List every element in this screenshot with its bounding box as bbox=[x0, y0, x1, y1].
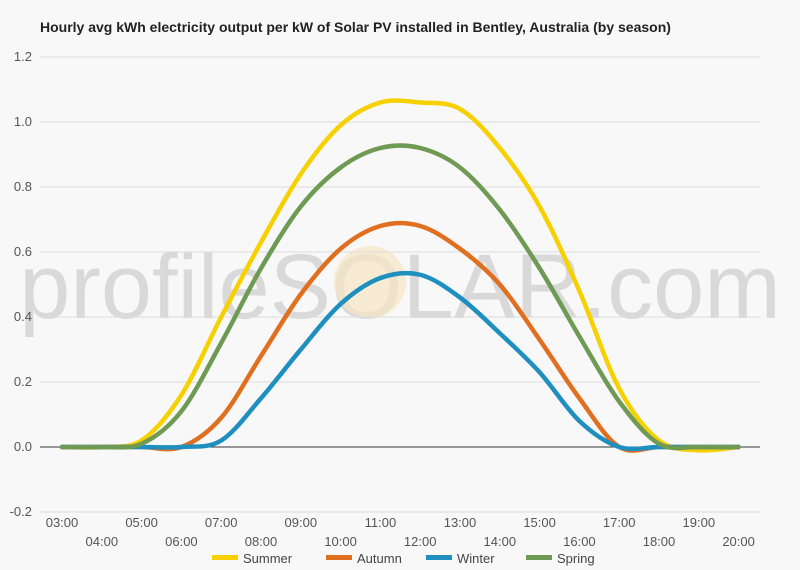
legend-label-autumn: Autumn bbox=[357, 551, 402, 566]
x-tick-label: 12:00 bbox=[404, 534, 437, 549]
x-tick-label: 18:00 bbox=[643, 534, 676, 549]
x-tick-label: 11:00 bbox=[365, 515, 397, 530]
legend-swatch-summer bbox=[212, 555, 238, 560]
chart-title: Hourly avg kWh electricity output per kW… bbox=[40, 19, 671, 35]
x-tick-label: 16:00 bbox=[563, 534, 596, 549]
x-tick-label: 04:00 bbox=[86, 534, 119, 549]
legend-swatch-spring bbox=[526, 555, 552, 560]
x-tick-label: 15:00 bbox=[523, 515, 556, 530]
y-tick-label: 0.2 bbox=[14, 374, 32, 389]
series-line-winter bbox=[59, 270, 741, 452]
legend-label-summer: Summer bbox=[243, 551, 293, 566]
series-line-summer bbox=[59, 98, 741, 453]
legend-swatch-autumn bbox=[326, 555, 352, 560]
x-tick-label: 19:00 bbox=[683, 515, 716, 530]
legend-label-winter: Winter bbox=[457, 551, 495, 566]
y-tick-label: 1.2 bbox=[14, 49, 32, 64]
x-tick-label: 06:00 bbox=[165, 534, 198, 549]
legend-swatch-winter bbox=[426, 555, 452, 560]
y-tick-label: 0.6 bbox=[14, 244, 32, 259]
x-tick-label: 08:00 bbox=[245, 534, 278, 549]
x-tick-label: 03:00 bbox=[46, 515, 79, 530]
x-tick-label: 07:00 bbox=[205, 515, 238, 530]
y-tick-label: 0.0 bbox=[14, 439, 32, 454]
x-tick-label: 20:00 bbox=[722, 534, 755, 549]
x-tick-label: 10:00 bbox=[324, 534, 357, 549]
series-line-spring bbox=[59, 143, 741, 451]
y-tick-label: -0.2 bbox=[10, 504, 32, 519]
x-tick-label: 17:00 bbox=[603, 515, 636, 530]
x-tick-label: 05:00 bbox=[125, 515, 158, 530]
legend-label-spring: Spring bbox=[557, 551, 595, 566]
y-tick-label: 1.0 bbox=[14, 114, 32, 129]
x-tick-label: 09:00 bbox=[285, 515, 318, 530]
y-tick-label: 0.8 bbox=[14, 179, 32, 194]
y-tick-label: 0.4 bbox=[14, 309, 32, 324]
x-tick-label: 13:00 bbox=[444, 515, 477, 530]
x-tick-label: 14:00 bbox=[484, 534, 517, 549]
